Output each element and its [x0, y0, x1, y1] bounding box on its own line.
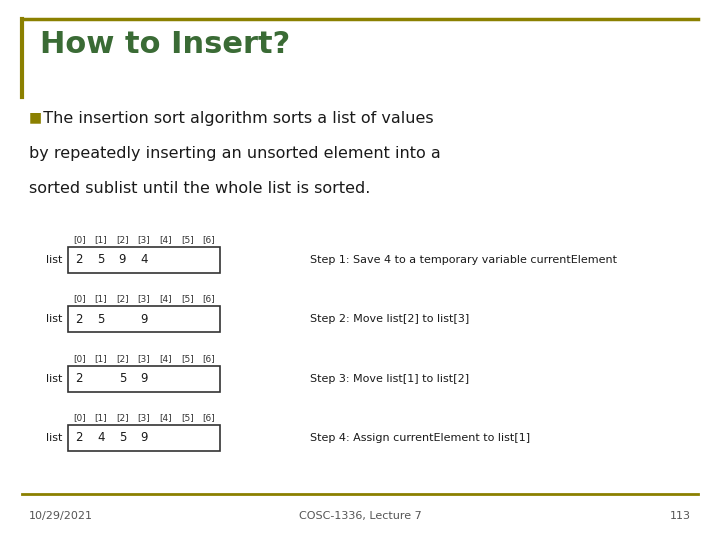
Text: [2]: [2]	[116, 235, 129, 244]
Text: 9: 9	[140, 372, 148, 385]
Text: 2: 2	[76, 253, 83, 266]
Text: [5]: [5]	[181, 413, 194, 422]
Text: [1]: [1]	[94, 354, 107, 363]
Text: [3]: [3]	[138, 235, 150, 244]
Text: 5: 5	[97, 313, 104, 326]
Text: [0]: [0]	[73, 235, 86, 244]
Text: [0]: [0]	[73, 413, 86, 422]
Text: [0]: [0]	[73, 354, 86, 363]
Text: 2: 2	[76, 372, 83, 385]
Bar	[68, 247, 220, 273]
Text: Step 4: Assign currentElement to list[1]: Step 4: Assign currentElement to list[1]	[310, 433, 530, 443]
Text: 4: 4	[97, 431, 104, 444]
Text: list: list	[46, 314, 63, 324]
Text: 4: 4	[140, 253, 148, 266]
Text: [6]: [6]	[202, 235, 215, 244]
Text: list: list	[46, 374, 63, 383]
Text: [4]: [4]	[159, 413, 172, 422]
Text: The insertion sort algorithm sorts a list of values: The insertion sort algorithm sorts a lis…	[40, 111, 433, 126]
Text: [5]: [5]	[181, 294, 194, 303]
Text: [1]: [1]	[94, 235, 107, 244]
Text: [4]: [4]	[159, 354, 172, 363]
Text: Step 2: Move list[2] to list[3]: Step 2: Move list[2] to list[3]	[310, 314, 469, 324]
Text: [5]: [5]	[181, 354, 194, 363]
Text: [6]: [6]	[202, 354, 215, 363]
Text: [4]: [4]	[159, 235, 172, 244]
Text: [6]: [6]	[202, 294, 215, 303]
Text: ■: ■	[29, 111, 42, 125]
Text: 2: 2	[76, 313, 83, 326]
Text: 9: 9	[140, 313, 148, 326]
Text: [2]: [2]	[116, 294, 129, 303]
Text: [2]: [2]	[116, 413, 129, 422]
Text: [3]: [3]	[138, 354, 150, 363]
Text: 9: 9	[140, 431, 148, 444]
Text: 5: 5	[97, 253, 104, 266]
Text: [3]: [3]	[138, 413, 150, 422]
Text: 10/29/2021: 10/29/2021	[29, 511, 93, 521]
Text: [6]: [6]	[202, 413, 215, 422]
Text: 5: 5	[119, 431, 126, 444]
Text: [3]: [3]	[138, 294, 150, 303]
Text: Step 1: Save 4 to a temporary variable currentElement: Step 1: Save 4 to a temporary variable c…	[310, 255, 616, 265]
Text: 2: 2	[76, 431, 83, 444]
Text: list: list	[46, 255, 63, 265]
Bar	[68, 306, 220, 332]
Bar	[68, 366, 220, 392]
Text: sorted sublist until the whole list is sorted.: sorted sublist until the whole list is s…	[29, 181, 370, 196]
Text: [1]: [1]	[94, 413, 107, 422]
Text: 9: 9	[119, 253, 126, 266]
Text: 5: 5	[119, 372, 126, 385]
Text: 113: 113	[670, 511, 691, 521]
Bar	[68, 425, 220, 451]
Text: [4]: [4]	[159, 294, 172, 303]
Text: [0]: [0]	[73, 294, 86, 303]
Text: [2]: [2]	[116, 354, 129, 363]
Text: [5]: [5]	[181, 235, 194, 244]
Text: COSC-1336, Lecture 7: COSC-1336, Lecture 7	[299, 511, 421, 521]
Text: list: list	[46, 433, 63, 443]
Text: by repeatedly inserting an unsorted element into a: by repeatedly inserting an unsorted elem…	[29, 146, 441, 161]
Text: [1]: [1]	[94, 294, 107, 303]
Text: How to Insert?: How to Insert?	[40, 30, 290, 59]
Text: Step 3: Move list[1] to list[2]: Step 3: Move list[1] to list[2]	[310, 374, 469, 383]
